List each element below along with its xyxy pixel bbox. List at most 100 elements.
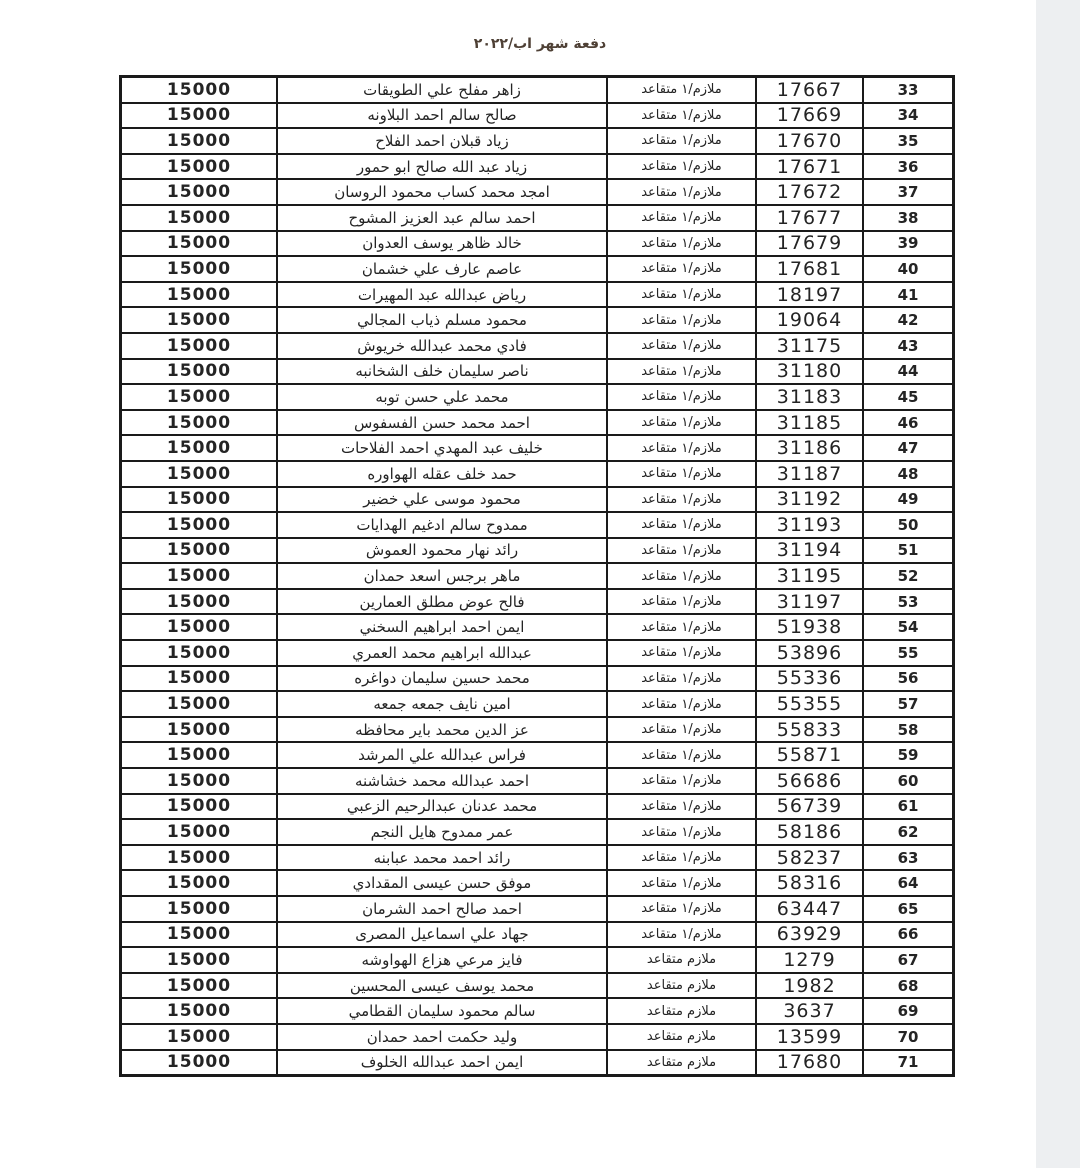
table-row: 61 56739 ملازم/١ متقاعد محمد عدنان عبدالرحي… <box>119 792 955 821</box>
amount-cell: 15000 <box>119 920 278 949</box>
serial-cell: 63 <box>862 843 955 872</box>
serial-cell: 49 <box>862 485 955 514</box>
id-cell: 63447 <box>755 895 864 923</box>
name-cell: محمود مسلم ذياب المجالي <box>276 306 608 334</box>
serial-cell: 36 <box>862 152 955 181</box>
rank-cell: ملازم/١ متقاعد <box>606 75 757 104</box>
name-cell: احمد صالح احمد الشرمان <box>276 895 608 923</box>
rank-cell: ملازم/١ متقاعد <box>606 895 757 923</box>
table-row: 38 17677 ملازم/١ متقاعد احمد سالم عبد العزي… <box>119 203 955 232</box>
name-cell: محمد علي حسن توبه <box>276 383 608 411</box>
id-cell: 1982 <box>755 971 864 1000</box>
name-cell: سالم محمود سليمان القطامي <box>276 997 608 1025</box>
amount-cell: 15000 <box>119 408 278 437</box>
amount-cell: 15000 <box>119 203 278 232</box>
id-cell: 55336 <box>755 664 864 693</box>
serial-cell: 35 <box>862 127 955 155</box>
id-cell: 55355 <box>755 690 864 718</box>
name-cell: رياض عبدالله عبد المهيرات <box>276 280 608 309</box>
amount-cell: 15000 <box>119 229 278 258</box>
serial-cell: 67 <box>862 946 955 974</box>
table-row: 43 31175 ملازم/١ متقاعد فادي محمد عبدالله خ… <box>119 331 955 360</box>
amount-cell: 15000 <box>119 178 278 206</box>
amount-cell: 15000 <box>119 331 278 360</box>
serial-cell: 69 <box>862 997 955 1025</box>
table-row: 59 55871 ملازم/١ متقاعد فراس عبدالله علي ال… <box>119 741 955 770</box>
amount-cell: 15000 <box>119 767 278 795</box>
name-cell: فالح عوض مطلق العمارين <box>276 587 608 616</box>
name-cell: زياد قبلان احمد الفلاح <box>276 127 608 155</box>
amount-cell: 15000 <box>119 946 278 974</box>
rank-cell: ملازم/١ متقاعد <box>606 434 757 462</box>
rank-cell: ملازم/١ متقاعد <box>606 331 757 360</box>
name-cell: موفق حسن عيسى المقدادي <box>276 869 608 897</box>
serial-cell: 50 <box>862 511 955 539</box>
table-row: 69 3637 ملازم متقاعد سالم محمود سليمان القط… <box>119 997 955 1025</box>
rank-cell: ملازم/١ متقاعد <box>606 690 757 718</box>
serial-cell: 40 <box>862 255 955 283</box>
amount-cell: 15000 <box>119 459 278 488</box>
id-cell: 55833 <box>755 715 864 744</box>
rank-cell: ملازم/١ متقاعد <box>606 767 757 795</box>
name-cell: امين نايف جمعه جمعه <box>276 690 608 718</box>
amount-cell: 15000 <box>119 997 278 1025</box>
serial-cell: 42 <box>862 306 955 334</box>
name-cell: محمد حسين سليمان دواغره <box>276 664 608 693</box>
rank-cell: ملازم/١ متقاعد <box>606 613 757 642</box>
rank-cell: ملازم/١ متقاعد <box>606 664 757 693</box>
amount-cell: 15000 <box>119 613 278 642</box>
name-cell: عاصم عارف علي خشمان <box>276 255 608 283</box>
id-cell: 58186 <box>755 818 864 846</box>
name-cell: ممدوح سالم ادغيم الهدايات <box>276 511 608 539</box>
name-cell: زياد عبد الله صالح ابو حمور <box>276 152 608 181</box>
name-cell: رائد احمد محمد عبابنه <box>276 843 608 872</box>
table-row: 37 17672 ملازم/١ متقاعد امجد محمد كساب محمو… <box>119 178 955 206</box>
name-cell: محمود موسى علي خضير <box>276 485 608 514</box>
serial-cell: 34 <box>862 101 955 130</box>
name-cell: فايز مرعي هزاع الهواوشه <box>276 946 608 974</box>
amount-cell: 15000 <box>119 383 278 411</box>
serial-cell: 45 <box>862 383 955 411</box>
table-row: 45 31183 ملازم/١ متقاعد محمد علي حسن توبه 15… <box>119 383 955 411</box>
amount-cell: 15000 <box>119 818 278 846</box>
rank-cell: ملازم/١ متقاعد <box>606 255 757 283</box>
serial-cell: 53 <box>862 587 955 616</box>
serial-cell: 44 <box>862 357 955 386</box>
name-cell: احمد محمد حسن الفسفوس <box>276 408 608 437</box>
rank-cell: ملازم متقاعد <box>606 971 757 1000</box>
rank-cell: ملازم/١ متقاعد <box>606 383 757 411</box>
table-row: 71 17680 ملازم متقاعد ايمن احمد عبدالله الخ… <box>119 1048 955 1077</box>
rank-cell: ملازم/١ متقاعد <box>606 459 757 488</box>
amount-cell: 15000 <box>119 971 278 1000</box>
amount-cell: 15000 <box>119 485 278 514</box>
id-cell: 56739 <box>755 792 864 821</box>
amount-cell: 15000 <box>119 690 278 718</box>
serial-cell: 66 <box>862 920 955 949</box>
name-cell: زاهر مفلح علي الطويقات <box>276 75 608 104</box>
name-cell: احمد عبدالله محمد خشاشنه <box>276 767 608 795</box>
name-cell: عمر ممدوح هايل النجم <box>276 818 608 846</box>
id-cell: 53896 <box>755 639 864 667</box>
rank-cell: ملازم/١ متقاعد <box>606 178 757 206</box>
table-row: 66 63929 ملازم/١ متقاعد جهاد علي اسماعيل ال… <box>119 920 955 949</box>
table-row: 42 19064 ملازم/١ متقاعد محمود مسلم ذياب الم… <box>119 306 955 334</box>
table-row: 33 17667 ملازم/١ متقاعد زاهر مفلح علي الطوي… <box>119 75 955 104</box>
rank-cell: ملازم/١ متقاعد <box>606 843 757 872</box>
table-row: 36 17671 ملازم/١ متقاعد زياد عبد الله صالح … <box>119 152 955 181</box>
id-cell: 31197 <box>755 587 864 616</box>
serial-cell: 43 <box>862 331 955 360</box>
name-cell: ايمن احمد عبدالله الخلوف <box>276 1048 608 1077</box>
pension-roster-body: 33 17667 ملازم/١ متقاعد زاهر مفلح علي الطوي… <box>119 75 955 1077</box>
rank-cell: ملازم/١ متقاعد <box>606 792 757 821</box>
rank-cell: ملازم متقاعد <box>606 997 757 1025</box>
id-cell: 31186 <box>755 434 864 462</box>
amount-cell: 15000 <box>119 741 278 770</box>
table-row: 50 31193 ملازم/١ متقاعد ممدوح سالم ادغيم ال… <box>119 511 955 539</box>
id-cell: 17679 <box>755 229 864 258</box>
table-row: 64 58316 ملازم/١ متقاعد موفق حسن عيسى المقد… <box>119 869 955 897</box>
rank-cell: ملازم/١ متقاعد <box>606 639 757 667</box>
serial-cell: 60 <box>862 767 955 795</box>
rank-cell: ملازم/١ متقاعد <box>606 229 757 258</box>
id-cell: 31185 <box>755 408 864 437</box>
serial-cell: 58 <box>862 715 955 744</box>
